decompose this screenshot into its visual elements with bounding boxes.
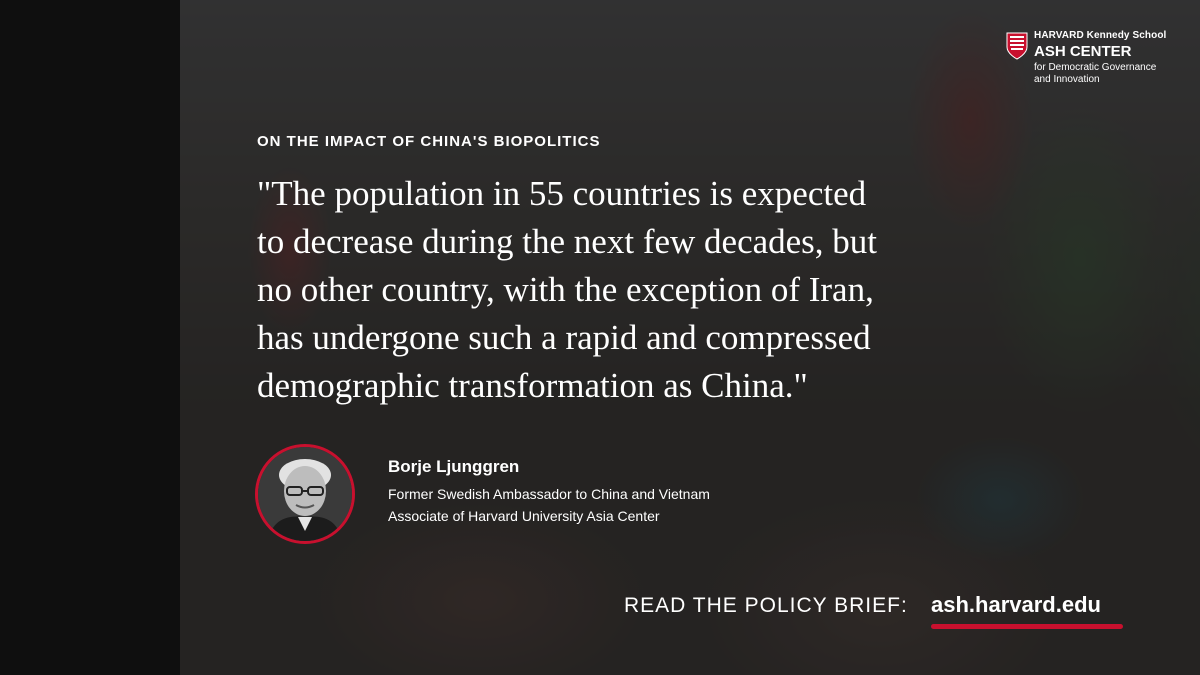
- ash-center-logo[interactable]: HARVARD Kennedy School ASH CENTER for De…: [1006, 30, 1176, 90]
- cta-link[interactable]: ash.harvard.edu: [931, 592, 1101, 617]
- quote-line: has undergone such a rapid and compresse…: [257, 318, 871, 357]
- logo-school-name: HARVARD Kennedy School: [1034, 30, 1167, 41]
- quote-line: no other country, with the exception of …: [257, 270, 874, 309]
- speaker-name: Borje Ljunggren: [388, 457, 520, 476]
- cta-underline: [931, 624, 1123, 629]
- cta-label: READ THE POLICY BRIEF:: [624, 594, 908, 617]
- speaker-title: Former Swedish Ambassador to China and V…: [388, 486, 710, 502]
- background-street-photo: [180, 0, 1200, 675]
- quote-line: demographic transformation as China.": [257, 366, 808, 405]
- speaker-avatar: [255, 444, 355, 544]
- harvard-shield-icon: [1006, 32, 1028, 60]
- quote-line: to decrease during the next few decades,…: [257, 222, 878, 261]
- topic-kicker: ON THE IMPACT OF CHINA'S BIOPOLITICS: [257, 133, 601, 150]
- quote-text: "The population in 55 countries is expec…: [257, 170, 977, 410]
- logo-tagline-2: and Innovation: [1034, 74, 1100, 85]
- quote-line: "The population in 55 countries is expec…: [257, 174, 867, 213]
- speaker-affiliation: Associate of Harvard University Asia Cen…: [388, 508, 660, 524]
- logo-tagline-1: for Democratic Governance: [1034, 62, 1157, 73]
- logo-center-name: ASH CENTER: [1034, 43, 1132, 60]
- left-dark-bar: [0, 0, 180, 675]
- speaker-portrait: [258, 447, 352, 541]
